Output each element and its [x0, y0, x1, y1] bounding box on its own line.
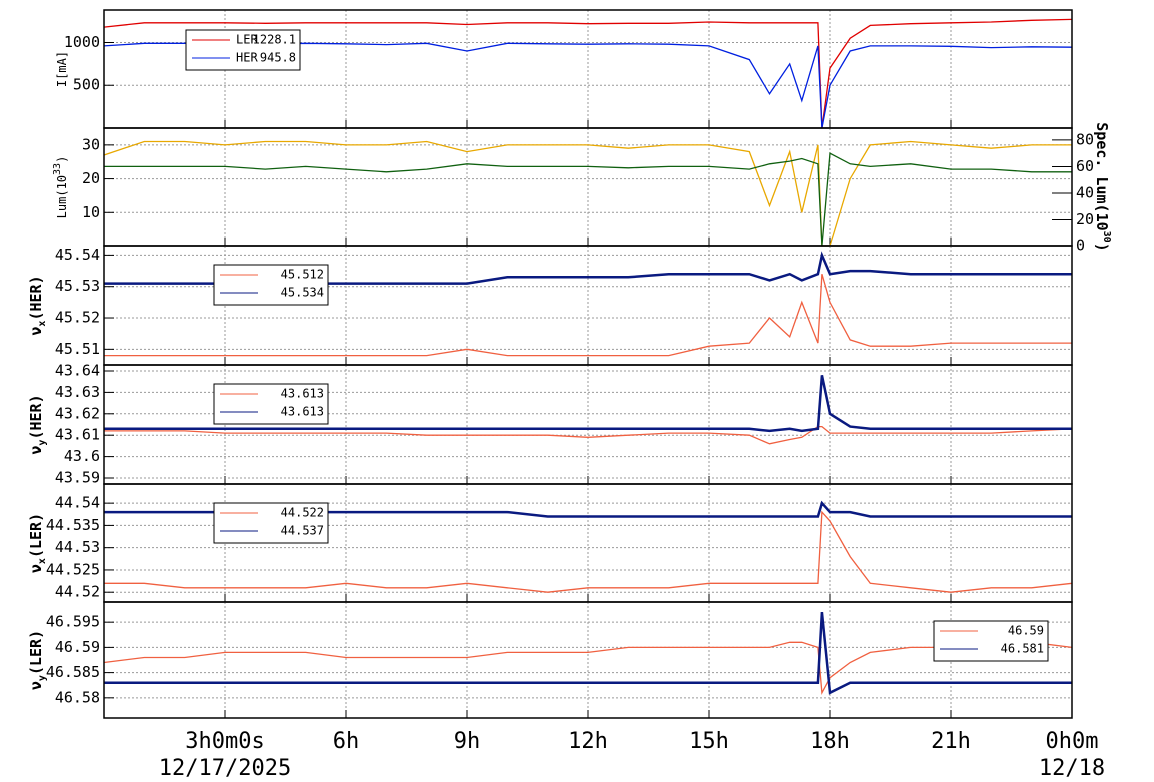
- y-tick-label: 500: [73, 76, 100, 94]
- axis-label: νy(HER): [27, 394, 48, 454]
- series-line: [103, 18, 1073, 129]
- legend-name: LER: [236, 33, 258, 47]
- legend-value: 46.59: [1008, 624, 1044, 638]
- axis-label-part: ): [55, 156, 69, 163]
- y-tick-label: 44.52: [55, 583, 100, 601]
- y-tick-label: 44.535: [46, 516, 100, 534]
- x-tick-label: 18h: [810, 729, 850, 754]
- axis-label-part: ): [1094, 243, 1112, 252]
- y2-tick-label: 60: [1076, 157, 1094, 175]
- x-tick-label: 6h: [333, 729, 360, 754]
- date-label: 12/18: [1039, 756, 1105, 781]
- y-tick-label: 45.51: [55, 340, 100, 358]
- axis-label-part: I[mA]: [55, 51, 69, 87]
- legend-value: 1228.1: [253, 33, 296, 47]
- y-tick-label: 45.53: [55, 277, 100, 295]
- series-line: [104, 425, 1073, 445]
- series-line: [104, 152, 1072, 247]
- axis-label-part: ν: [27, 446, 45, 455]
- legend-box: [933, 620, 1049, 662]
- x-tick-label: 3h0m0s: [185, 729, 264, 754]
- legend-value: 46.581: [1001, 642, 1044, 656]
- axis-label-part: Lum(10: [55, 175, 69, 218]
- legend-box: [185, 29, 301, 71]
- axis-label-part: 30: [1102, 231, 1113, 243]
- axis-label-part: y: [37, 440, 48, 446]
- y-tick-label: 44.54: [55, 494, 100, 512]
- series-line: [104, 510, 1073, 593]
- x-tick-label: 9h: [454, 729, 481, 754]
- x-tick-label: 21h: [931, 729, 971, 754]
- axis-label-part: (LER): [27, 513, 45, 558]
- legend-box: [213, 264, 329, 306]
- x-tick-label: 0h0m: [1046, 729, 1099, 754]
- series-line: [103, 641, 1073, 696]
- y2-tick-label: 80: [1076, 130, 1094, 148]
- y-tick-label: 43.59: [55, 469, 100, 487]
- axis-label: Spec. Lum(1030): [1094, 122, 1113, 251]
- y-tick-label: 45.54: [55, 246, 100, 264]
- legend-value: 945.8: [260, 51, 296, 65]
- y-tick-label: 10: [82, 203, 100, 221]
- series-line: [103, 140, 1072, 247]
- axis-label-part: ν: [27, 327, 45, 336]
- series-line: [104, 274, 1072, 357]
- axis-label-part: Spec. Lum(10: [1094, 122, 1112, 230]
- axis-label-part: (HER): [27, 275, 45, 320]
- axis-label: Lum(1033): [52, 156, 69, 219]
- y-tick-label: 43.62: [55, 404, 100, 422]
- axis-label-part: (LER): [27, 630, 45, 675]
- y-tick-label: 44.53: [55, 538, 100, 556]
- y-tick-label: 43.63: [55, 383, 100, 401]
- legend-value: 45.534: [281, 286, 324, 300]
- x-tick-label: 15h: [689, 729, 729, 754]
- x-tick-label: 12h: [568, 729, 608, 754]
- legend-box: [213, 383, 329, 425]
- legend-name: HER: [236, 51, 258, 65]
- axis-label: νx(LER): [27, 513, 48, 573]
- legend-value: 44.537: [281, 524, 324, 538]
- y-tick-label: 46.58: [55, 688, 100, 706]
- y-tick-label: 46.595: [46, 613, 100, 631]
- y-tick-label: 44.525: [46, 560, 100, 578]
- y-tick-label: 43.64: [55, 361, 100, 379]
- y-tick-label: 43.6: [64, 447, 100, 465]
- axis-label-part: (HER): [27, 394, 45, 439]
- plot-frame: [103, 601, 1073, 719]
- axis-label-part: x: [37, 558, 48, 564]
- axis-label-part: x: [37, 321, 48, 327]
- y-tick-label: 20: [82, 169, 100, 187]
- legend-value: 43.613: [281, 387, 324, 401]
- axis-label-part: ν: [27, 681, 45, 690]
- axis-label: I[mA]: [55, 51, 69, 87]
- axis-label-part: ν: [27, 564, 45, 573]
- legend-value: 45.512: [281, 268, 324, 282]
- y2-tick-label: 20: [1076, 210, 1094, 228]
- y2-tick-label: 40: [1076, 183, 1094, 201]
- axis-label-part: y: [37, 675, 48, 681]
- y-tick-label: 1000: [64, 33, 100, 51]
- legend-value: 44.522: [281, 506, 324, 520]
- axis-label-part: 33: [52, 163, 63, 175]
- axis-label: νx(HER): [27, 275, 48, 335]
- legend-box: [213, 502, 329, 544]
- legend-value: 43.613: [281, 405, 324, 419]
- date-label: 12/17/2025: [159, 756, 291, 781]
- series-line: [104, 375, 1072, 433]
- y-tick-label: 30: [82, 135, 100, 153]
- y-tick-label: 46.585: [46, 663, 100, 681]
- y-tick-label: 43.61: [55, 426, 100, 444]
- y2-tick-label: 0: [1076, 237, 1085, 255]
- y-tick-label: 46.59: [55, 638, 100, 656]
- y-tick-label: 45.52: [55, 309, 100, 327]
- series-line: [104, 611, 1072, 695]
- axis-label: νy(LER): [27, 630, 48, 690]
